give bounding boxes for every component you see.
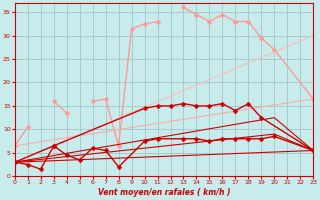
X-axis label: Vent moyen/en rafales ( km/h ): Vent moyen/en rafales ( km/h )	[98, 188, 230, 197]
